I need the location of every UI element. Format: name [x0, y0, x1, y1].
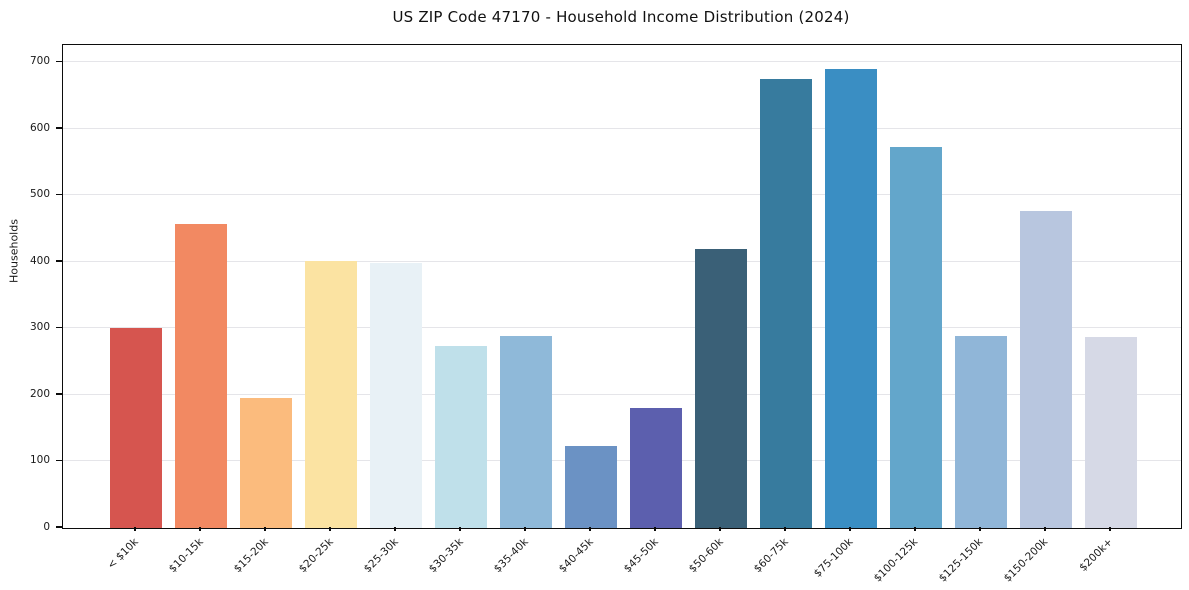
y-tick-label-700: 700	[29, 55, 50, 68]
bar-$10-15k	[175, 223, 227, 528]
y-tick-mark-500	[56, 193, 62, 196]
x-tick-label-$60-75k: $60-75k	[751, 536, 791, 576]
x-tick-mark-$35-40k	[524, 527, 526, 531]
bar-$15-20k	[240, 397, 292, 528]
x-tick-mark-$75-100k	[849, 527, 851, 531]
y-tick-label-500: 500	[29, 188, 50, 201]
x-tick-label-< $10k: < $10k	[104, 536, 141, 572]
x-tick-mark-$50-60k	[719, 527, 721, 531]
bar-$25-30k	[370, 262, 422, 528]
bar-< $10k	[110, 328, 162, 528]
x-tick-mark-$15-20k	[264, 527, 266, 531]
y-tick-mark-600	[56, 127, 62, 129]
gridline-y-200	[63, 393, 1181, 395]
x-tick-mark-< $10k	[134, 527, 136, 531]
x-tick-mark-$20-25k	[329, 527, 331, 531]
y-tick-label-300: 300	[29, 321, 50, 334]
x-tick-label-$125-150k: $125-150k	[936, 536, 986, 585]
x-tick-mark-$30-35k	[459, 527, 461, 531]
gridline-y-600	[63, 127, 1181, 129]
x-tick-label-$100-125k: $100-125k	[871, 536, 921, 585]
gridline-y-400	[63, 260, 1181, 262]
bar-$100-125k	[890, 147, 942, 528]
y-tick-label-600: 600	[29, 121, 50, 134]
x-tick-mark-$200k+	[1109, 527, 1111, 531]
x-tick-label-$10-15k: $10-15k	[166, 536, 206, 576]
plot-area	[62, 44, 1182, 529]
chart-title: US ZIP Code 47170 - Household Income Dis…	[392, 8, 850, 26]
gridline-y-300	[63, 327, 1181, 329]
gridline-y-100	[63, 460, 1181, 462]
gridline-y-500	[63, 194, 1181, 196]
x-tick-label-$45-50k: $45-50k	[621, 536, 661, 576]
bar-$20-25k	[305, 260, 357, 528]
y-tick-label-400: 400	[29, 254, 50, 267]
x-tick-label-$15-20k: $15-20k	[231, 536, 271, 576]
x-tick-mark-$100-125k	[914, 527, 916, 531]
y-tick-mark-100	[56, 459, 62, 462]
y-tick-mark-400	[56, 260, 62, 262]
x-tick-label-$20-25k: $20-25k	[296, 536, 336, 576]
bar-$35-40k	[500, 336, 552, 528]
gridline-y-700	[63, 61, 1181, 63]
x-tick-label-$75-100k: $75-100k	[811, 536, 856, 580]
y-tick-mark-0	[56, 526, 62, 528]
x-tick-mark-$10-15k	[199, 527, 201, 531]
x-tick-label-$200k+: $200k+	[1077, 536, 1116, 574]
x-tick-label-$40-45k: $40-45k	[556, 536, 596, 576]
bar-$150-200k	[1020, 211, 1072, 528]
bar-$40-45k	[565, 445, 617, 528]
x-tick-mark-$40-45k	[589, 527, 591, 531]
x-tick-mark-$60-75k	[784, 527, 786, 531]
bar-$30-35k	[435, 345, 487, 528]
x-tick-mark-$125-150k	[979, 527, 981, 531]
x-tick-mark-$25-30k	[394, 527, 396, 531]
x-tick-label-$35-40k: $35-40k	[491, 536, 531, 576]
y-tick-label-100: 100	[29, 454, 50, 467]
bar-$75-100k	[825, 68, 877, 528]
y-tick-mark-300	[56, 326, 62, 329]
y-tick-label-0: 0	[43, 521, 50, 533]
bar-$60-75k	[760, 78, 812, 528]
bar-$200k+	[1085, 337, 1137, 528]
x-tick-label-$30-35k: $30-35k	[426, 536, 466, 576]
bar-$45-50k	[630, 408, 682, 528]
bar-$50-60k	[695, 248, 747, 528]
x-tick-label-$25-30k: $25-30k	[361, 536, 401, 576]
y-tick-label-200: 200	[29, 387, 50, 400]
y-tick-mark-700	[56, 60, 62, 63]
x-tick-mark-$45-50k	[654, 527, 656, 531]
bar-$125-150k	[955, 335, 1007, 528]
x-tick-mark-$150-200k	[1044, 527, 1046, 531]
y-tick-mark-200	[56, 393, 62, 395]
x-tick-label-$50-60k: $50-60k	[686, 536, 726, 576]
x-tick-label-$150-200k: $150-200k	[1001, 536, 1051, 585]
